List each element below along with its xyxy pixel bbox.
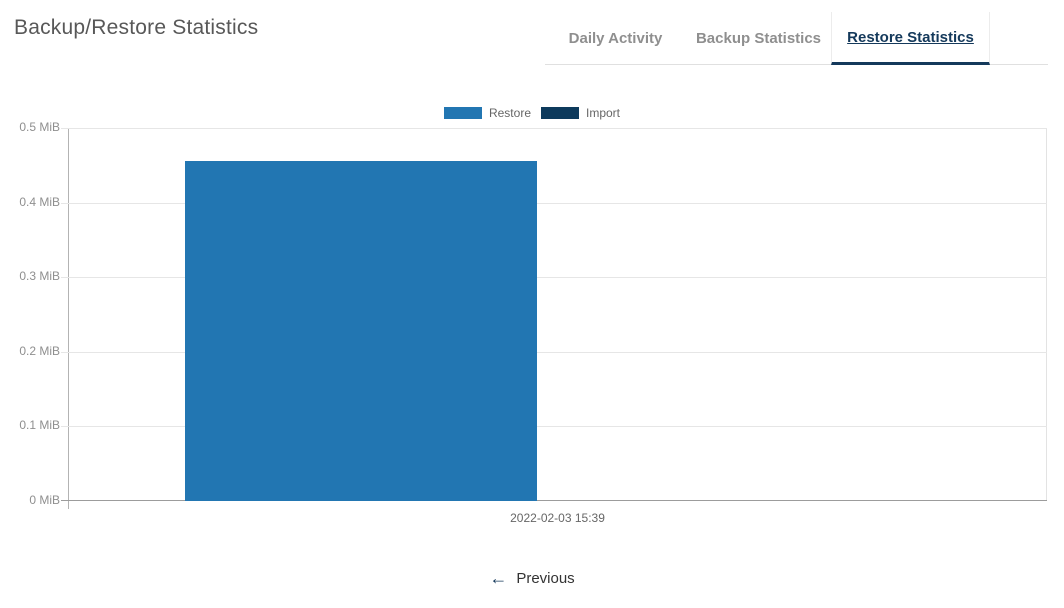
chart-plot (61, 128, 1047, 509)
chart-right-border (1046, 128, 1047, 501)
tab-backup-statistics-label: Backup Statistics (695, 29, 822, 47)
bar-restore (185, 161, 537, 501)
tab-backup-statistics[interactable]: Backup Statistics (686, 12, 831, 64)
gridline (61, 352, 1047, 353)
pagination-footer: ← Previous (0, 569, 1064, 587)
y-tick-label: 0.4 MiB (19, 195, 60, 209)
y-tick-label: 0.3 MiB (19, 269, 60, 283)
x-axis-category-label: 2022-02-03 15:39 (510, 511, 605, 525)
y-axis-labels: 0 MiB 0.1 MiB 0.2 MiB 0.3 MiB 0.4 MiB 0.5 MiB (0, 120, 60, 507)
y-axis-line (68, 128, 69, 509)
tab-restore-statistics[interactable]: Restore Statistics (831, 12, 990, 65)
y-tick-label: 0.5 MiB (19, 120, 60, 134)
gridline (61, 128, 1047, 129)
tab-bar: Daily Activity Backup Statistics Restore… (545, 12, 1048, 65)
gridline (61, 277, 1047, 278)
legend-item-restore[interactable]: Restore (443, 106, 531, 120)
page-title: Backup/Restore Statistics (14, 16, 259, 39)
previous-button[interactable]: ← Previous (489, 569, 574, 587)
y-tick-label: 0.2 MiB (19, 344, 60, 358)
tab-daily-activity-label: Daily Activity (568, 29, 663, 47)
previous-label: Previous (516, 569, 575, 587)
y-tick-label: 0.1 MiB (19, 418, 60, 432)
gridline (61, 203, 1047, 204)
left-arrow-icon: ← (489, 568, 508, 588)
gridline (61, 426, 1047, 427)
legend-item-import[interactable]: Import (541, 106, 620, 120)
legend-import-label: Import (586, 106, 621, 120)
y-tick-label: 0 MiB (29, 493, 60, 507)
tab-restore-statistics-label: Restore Statistics (847, 28, 974, 46)
chart-legend: Restore Import (0, 106, 1064, 120)
legend-restore-label: Restore (488, 106, 531, 120)
import-swatch-icon (541, 107, 579, 119)
gridline (61, 500, 1047, 501)
tab-daily-activity[interactable]: Daily Activity (545, 12, 686, 64)
restore-swatch-icon (443, 107, 482, 119)
